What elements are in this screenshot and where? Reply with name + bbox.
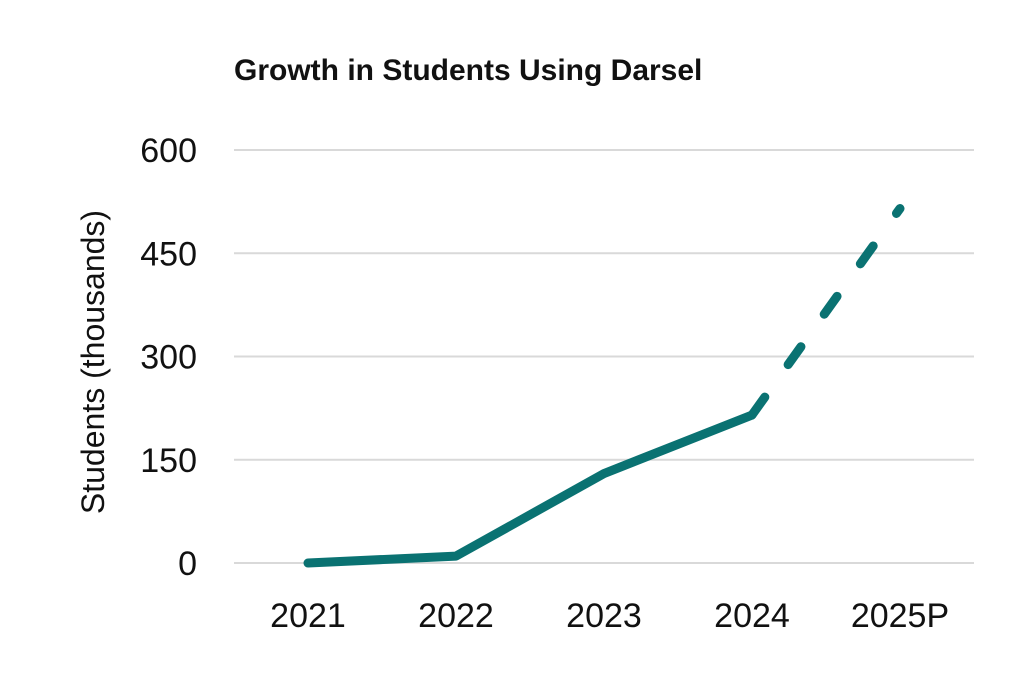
series-line-projected bbox=[747, 204, 905, 420]
series-line-actual bbox=[303, 410, 757, 568]
x-tick-label: 2023 bbox=[566, 597, 642, 635]
gridlines bbox=[234, 149, 974, 564]
y-tick-label: 300 bbox=[140, 339, 197, 377]
x-axis-ticks: 2021 2022 2023 2024 2025P bbox=[270, 597, 949, 635]
series-students bbox=[303, 204, 905, 568]
chart-title: Growth in Students Using Darsel bbox=[234, 54, 702, 87]
y-tick-label: 600 bbox=[140, 132, 197, 170]
y-tick-label: 150 bbox=[140, 442, 197, 480]
y-tick-label: 0 bbox=[178, 545, 197, 583]
x-tick-label: 2021 bbox=[270, 597, 346, 635]
x-tick-label: 2022 bbox=[418, 597, 494, 635]
y-axis-ticks: 0 150 300 450 600 bbox=[140, 132, 197, 583]
x-tick-label: 2025P bbox=[851, 597, 949, 635]
x-tick-label: 2024 bbox=[714, 597, 790, 635]
y-tick-label: 450 bbox=[140, 235, 197, 273]
y-axis-label: Students (thousands) bbox=[75, 210, 111, 514]
